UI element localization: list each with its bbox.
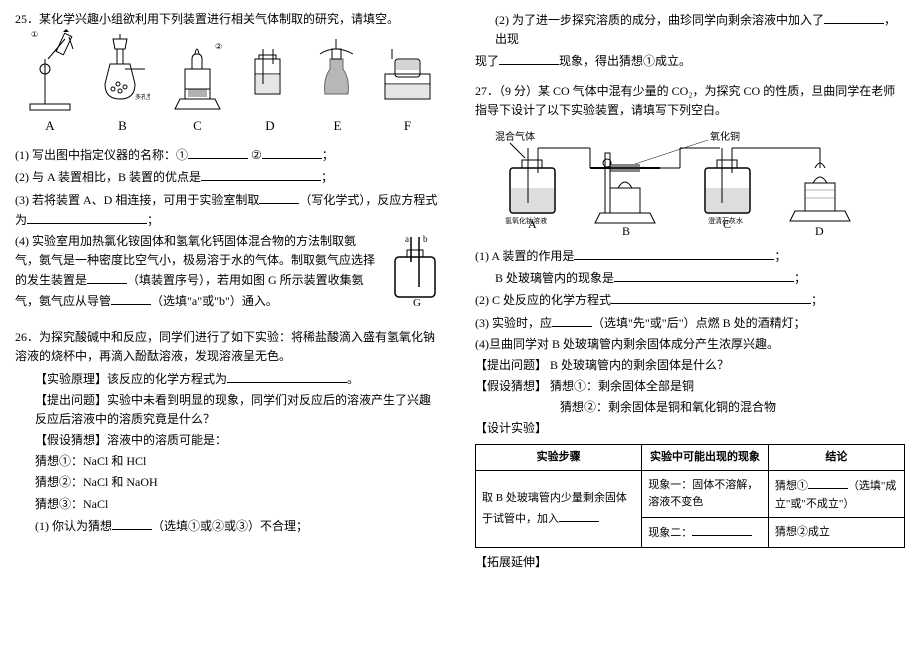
q27-stem: 27．（9 分）某 CO 气体中混有少量的 CO₂，为探究 CO 的性质，旦曲同… xyxy=(475,82,905,120)
q27-pq: 【提出问题】 B 处玻璃管内的剩余固体是什么？ xyxy=(475,356,905,375)
q27-hg2: 猜想②：剩余固体是铜和氧化铜的混合物 xyxy=(475,398,905,417)
mixed-gas-label: 混合气体 xyxy=(495,130,535,143)
th-phenom: 实验中可能出现的现象 xyxy=(642,444,769,471)
experiment-table: 实验步骤 实验中可能出现的现象 结论 取 B 处玻璃管内少量剩余固体于试管中，加… xyxy=(475,444,905,548)
svg-text:氢氧化钠溶液: 氢氧化钠溶液 xyxy=(505,216,547,225)
apparatus-d: D xyxy=(245,29,295,137)
q26-guess-label: 【假设猜想】溶液中的溶质可能是： xyxy=(15,431,445,450)
q25-sub1: (1) 写出图中指定仪器的名称：① ②； xyxy=(15,145,445,165)
th-conclusion: 结论 xyxy=(768,444,904,471)
q26-sub2: (2) 为了进一步探究溶质的成分，曲珍同学向剩余溶液中加入了，出现 xyxy=(475,10,905,49)
conc2-cell: 猜想②成立 xyxy=(768,518,904,548)
apparatus-f: F xyxy=(380,29,435,137)
svg-text:b: b xyxy=(423,234,428,244)
q27-hg: 【假设猜想】 猜想①：剩余固体全部是铜 xyxy=(475,377,905,396)
q25-sub2: (2) 与 A 装置相比，B 装置的优点是； xyxy=(15,167,445,187)
bottle-g: a b G xyxy=(385,232,445,313)
q27-ext: 【拓展延伸】 xyxy=(475,553,905,572)
question-25: 25．某化学兴趣小组欲利用下列装置进行相关气体制取的研究，请填空。 ① A xyxy=(15,10,445,318)
porous-plate-label: 多孔塑料板 xyxy=(135,93,150,101)
q27-sub3: (3) 实验时，应（选填"先"或"后"）点燃 B 处的酒精灯； xyxy=(475,313,905,333)
step-cell: 取 B 处玻璃管内少量剩余固体于试管中，加入 xyxy=(476,471,642,548)
q25-stem: 25．某化学兴趣小组欲利用下列装置进行相关气体制取的研究，请填空。 xyxy=(15,10,445,29)
svg-text:①: ① xyxy=(31,30,38,39)
svg-text:澄清石灰水: 澄清石灰水 xyxy=(708,216,743,225)
q26-sub1: (1) 你认为猜想（选填①或②或③）不合理； xyxy=(15,516,445,536)
q26-question: 【提出问题】实验中未看到明显的现象，同学们对反应后的溶液产生了兴趣 反应后溶液中… xyxy=(15,391,445,429)
q27-design: 【设计实验】 xyxy=(475,419,905,438)
q26-principle: 【实验原理】该反应的化学方程式为。 xyxy=(15,369,445,389)
conc1-cell: 猜想①（选填"成立"或"不成立"） xyxy=(768,471,904,518)
q26-guess2: 猜想②：NaCl 和 NaOH xyxy=(15,473,445,492)
phenom1-cell: 现象一：固体不溶解，溶液不变色 xyxy=(642,471,769,518)
apparatus-b: 多孔塑料板 B xyxy=(95,29,150,137)
q25-sub4: (4) 实验室用加热氯化铵固体和氢氧化钙固体混合物的方法制取氨气，氨气是一种密度… xyxy=(15,232,445,311)
apparatus-c: ② C xyxy=(170,29,225,137)
experiment-diagram: 混合气体 A 氢氧化钠溶液 氧化铜 xyxy=(475,128,905,238)
svg-text:D: D xyxy=(815,224,824,238)
svg-text:a: a xyxy=(405,234,409,244)
apparatus-row: ① A 多孔塑料板 B xyxy=(15,37,445,137)
th-step: 实验步骤 xyxy=(476,444,642,471)
svg-text:氧化铜: 氧化铜 xyxy=(710,130,740,143)
apparatus-a: ① A xyxy=(25,29,75,137)
svg-text:B: B xyxy=(622,224,630,238)
q27-sub1a: (1) A 装置的作用是； xyxy=(475,246,905,266)
question-26: 26．为探究酸碱中和反应，同学们进行了如下实验：将稀盐酸滴入盛有氢氧化钠溶液的烧… xyxy=(15,328,445,536)
q25-sub3: (3) 若将装置 A、D 相连接，可用于实验室制取（写化学式），反应方程式为； xyxy=(15,190,445,230)
q27-sub4: (4)旦曲同学对 B 处玻璃管内剩余固体成分产生浓厚兴趣。 xyxy=(475,335,905,354)
q27-sub2: (2) C 处反应的化学方程式； xyxy=(475,290,905,310)
apparatus-e: E xyxy=(315,29,360,137)
svg-text:G: G xyxy=(413,297,421,307)
svg-text:②: ② xyxy=(215,42,222,51)
q26-stem: 26．为探究酸碱中和反应，同学们进行了如下实验：将稀盐酸滴入盛有氢氧化钠溶液的烧… xyxy=(15,328,445,366)
phenom2-cell: 现象二： xyxy=(642,518,769,548)
q26-guess3: 猜想③：NaCl xyxy=(15,495,445,514)
q26-guess1: 猜想①：NaCl 和 HCl xyxy=(15,452,445,471)
question-26-cont: (2) 为了进一步探究溶质的成分，曲珍同学向剩余溶液中加入了，出现 现了现象，得… xyxy=(475,10,905,72)
q27-sub1b: B 处玻璃管内的现象是； xyxy=(475,268,905,288)
question-27: 27．（9 分）某 CO 气体中混有少量的 CO₂，为探究 CO 的性质，旦曲同… xyxy=(475,82,905,573)
